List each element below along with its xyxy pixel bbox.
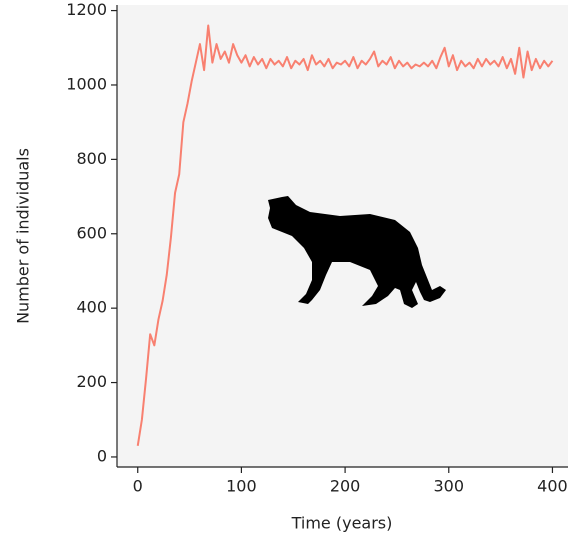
x-axis-label: Time (years): [291, 514, 393, 533]
x-tick-label: 400: [537, 477, 568, 496]
y-tick-label: 1200: [66, 0, 107, 19]
x-tick-label: 300: [433, 477, 464, 496]
y-tick-label: 600: [76, 223, 107, 242]
y-tick-label: 400: [76, 298, 107, 317]
y-tick-label: 800: [76, 149, 107, 168]
y-tick-label: 200: [76, 372, 107, 391]
y-tick-label: 0: [97, 446, 107, 465]
x-tick-label: 0: [133, 477, 143, 496]
x-tick-label: 100: [226, 477, 257, 496]
x-tick-label: 200: [330, 477, 361, 496]
y-axis-label: Number of individuals: [14, 148, 33, 324]
y-tick-label: 1000: [66, 74, 107, 93]
line-series: [136, 24, 554, 446]
cougar-silhouette: [268, 196, 446, 308]
